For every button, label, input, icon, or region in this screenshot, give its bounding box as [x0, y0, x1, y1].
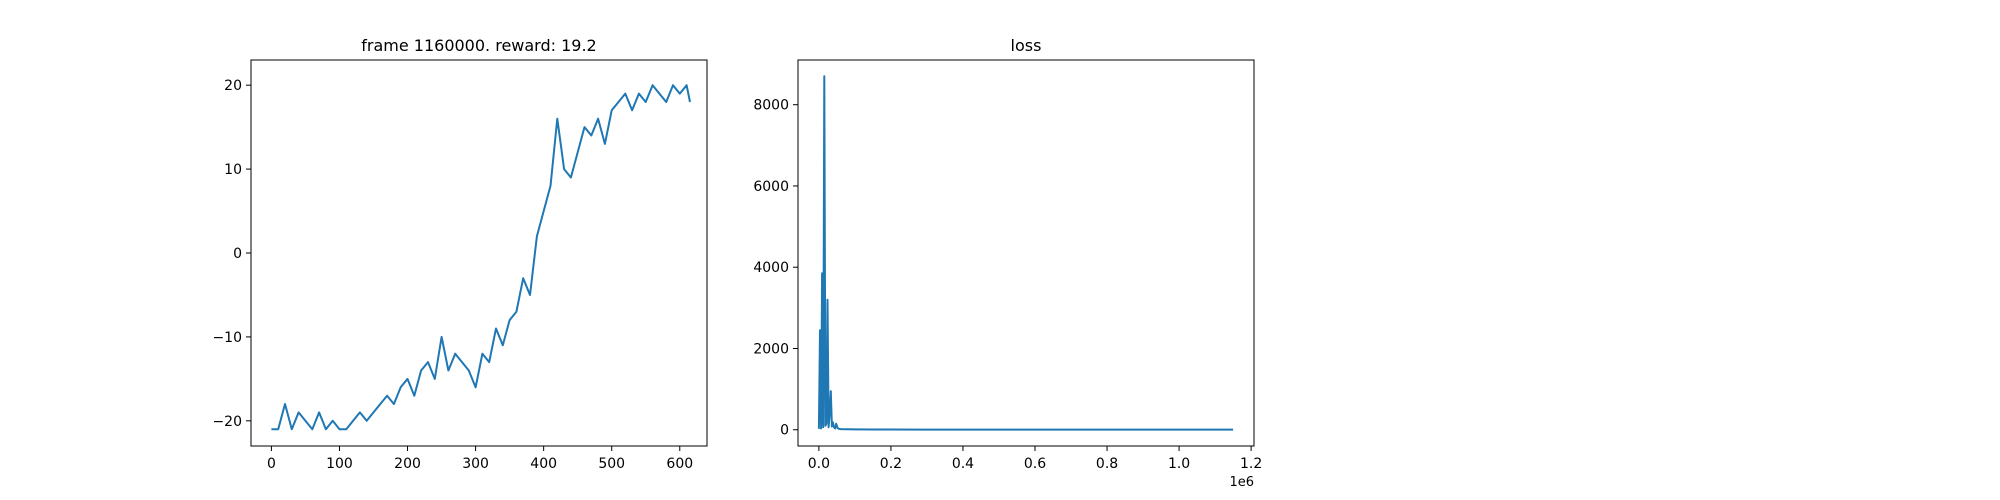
- reward-axes: frame 1160000. reward: 19.2 0 100 200 300 40…: [212, 36, 708, 472]
- reward-y-tick-label: 20: [224, 78, 242, 94]
- loss-x-tick-label: 0.6: [1024, 456, 1046, 472]
- loss-x-tick-label: 1.2: [1240, 456, 1262, 472]
- reward-x-tick-label: 500: [598, 456, 625, 472]
- loss-series-line-0: [817, 75, 1234, 431]
- loss-x-tick-label: 0.8: [1096, 456, 1118, 472]
- loss-axes-frame: [797, 59, 1255, 447]
- loss-y-tick-label: 2000: [753, 341, 789, 357]
- reward-y-tick-label: 10: [224, 162, 242, 178]
- loss-chart-title: loss: [1011, 36, 1042, 55]
- reward-x-tick-label: 600: [666, 456, 693, 472]
- reward-x-tick-label: 0: [267, 456, 276, 472]
- loss-plot-area: 0.0 0.2 0.4 0.6 0.8 1.0 1.2 0 2000 4000 6000 8000: [753, 59, 1262, 472]
- reward-chart-title: frame 1160000. reward: 19.2: [361, 36, 596, 55]
- reward-series-line-0: [271, 84, 691, 431]
- reward-y-tick-label: −20: [212, 414, 242, 430]
- loss-x-tick-label: 0.2: [880, 456, 902, 472]
- loss-y-tick-label: 4000: [753, 260, 789, 276]
- loss-x-offset-label: 1e6: [1229, 475, 1254, 490]
- loss-x-tick-label: 1.0: [1168, 456, 1190, 472]
- loss-y-tick-label: 8000: [753, 98, 789, 114]
- loss-x-tick-label: 0.4: [952, 456, 974, 472]
- reward-y-tick-label: −10: [212, 330, 242, 346]
- reward-x-tick-label: 200: [394, 456, 421, 472]
- reward-plot-area: 0 100 200 300 400 500 600 −20 −10 0 10 20: [212, 59, 708, 472]
- loss-x-tick-label: 0.0: [808, 456, 830, 472]
- reward-x-tick-label: 400: [530, 456, 557, 472]
- loss-axes: loss 0.0 0.2 0.4 0.6 0.8 1.0 1.2 0 2000 4000 6000 8…: [753, 36, 1262, 490]
- loss-y-tick-label: 6000: [753, 179, 789, 195]
- reward-x-tick-label: 300: [462, 456, 489, 472]
- reward-axes-frame: [250, 59, 708, 447]
- reward-y-tick-label: 0: [233, 246, 242, 262]
- loss-y-tick-label: 0: [780, 423, 789, 439]
- reward-x-tick-label: 100: [326, 456, 353, 472]
